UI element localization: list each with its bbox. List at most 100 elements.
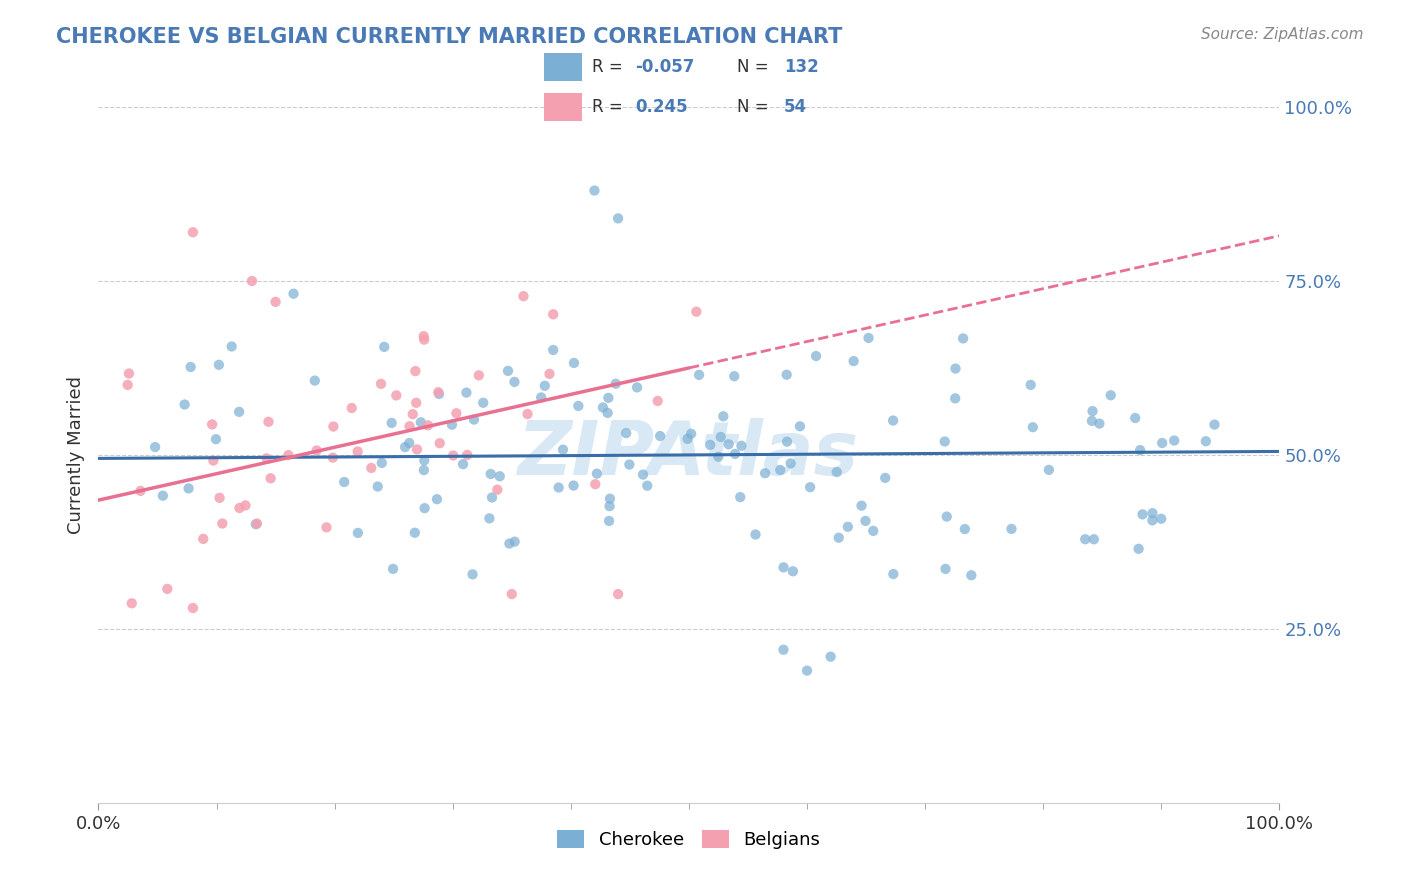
Point: [156, 582, 179, 596]
Point: [1163, 434, 1185, 448]
Point: [685, 304, 707, 318]
Point: [382, 562, 405, 576]
Point: [427, 385, 450, 400]
Point: [882, 413, 904, 427]
Point: [305, 443, 328, 458]
Point: [516, 407, 538, 421]
Point: [398, 436, 420, 450]
Point: [277, 448, 299, 462]
Point: [322, 419, 344, 434]
Point: [1088, 417, 1111, 431]
Text: Source: ZipAtlas.com: Source: ZipAtlas.com: [1201, 27, 1364, 42]
Point: [541, 307, 564, 321]
Point: [1000, 522, 1022, 536]
Point: [118, 367, 141, 381]
Point: [426, 492, 449, 507]
Point: [547, 481, 569, 495]
Point: [479, 467, 502, 481]
Point: [724, 447, 747, 461]
Point: [208, 491, 231, 505]
Point: [583, 184, 606, 198]
Point: [1142, 506, 1164, 520]
Point: [315, 520, 337, 534]
Point: [346, 444, 368, 458]
Y-axis label: Currently Married: Currently Married: [66, 376, 84, 534]
Point: [304, 374, 326, 388]
Point: [567, 399, 589, 413]
Point: [598, 514, 620, 528]
Text: 132: 132: [785, 58, 818, 76]
Point: [173, 397, 195, 411]
Point: [1204, 417, 1226, 432]
Point: [461, 567, 484, 582]
Point: [256, 451, 278, 466]
Point: [1074, 533, 1097, 547]
Point: [744, 527, 766, 541]
Point: [211, 516, 233, 531]
Point: [855, 514, 877, 528]
Point: [503, 534, 526, 549]
Point: [541, 343, 564, 357]
Point: [360, 461, 382, 475]
Point: [245, 517, 267, 532]
Point: [416, 418, 439, 433]
Point: [1099, 388, 1122, 402]
Point: [592, 401, 614, 415]
Point: [221, 339, 243, 353]
Point: [707, 450, 730, 464]
Point: [427, 387, 450, 401]
Point: [181, 225, 204, 239]
Point: [960, 568, 983, 582]
Point: [882, 567, 904, 582]
Point: [451, 457, 474, 471]
Point: [264, 294, 287, 309]
Point: [583, 477, 606, 491]
Point: [688, 368, 710, 382]
Point: [619, 458, 641, 472]
Point: [385, 388, 408, 402]
Point: [201, 417, 224, 432]
Point: [772, 560, 794, 574]
Point: [804, 349, 827, 363]
Point: [486, 483, 509, 497]
Point: [394, 440, 416, 454]
Point: [406, 442, 429, 457]
Point: [875, 471, 897, 485]
Point: [503, 375, 526, 389]
Point: [180, 359, 202, 374]
Point: [1150, 512, 1173, 526]
Point: [208, 358, 231, 372]
Point: [413, 501, 436, 516]
Point: [202, 453, 225, 467]
Point: [851, 499, 873, 513]
Point: [373, 340, 395, 354]
Point: [441, 449, 464, 463]
Point: [1123, 411, 1146, 425]
Point: [799, 480, 821, 494]
Point: [381, 416, 404, 430]
Point: [404, 364, 426, 378]
Point: [440, 417, 463, 432]
Point: [456, 385, 478, 400]
Point: [607, 211, 630, 226]
Point: [596, 406, 619, 420]
Point: [776, 368, 799, 382]
Text: R =: R =: [592, 58, 627, 76]
Point: [1195, 434, 1218, 449]
Point: [371, 456, 394, 470]
Point: [776, 434, 799, 449]
Point: [246, 516, 269, 531]
Point: [333, 475, 356, 489]
Point: [370, 376, 392, 391]
Point: [631, 467, 654, 482]
Point: [402, 407, 425, 421]
Text: N =: N =: [737, 98, 773, 116]
Point: [1022, 420, 1045, 434]
Point: [413, 453, 436, 467]
Point: [1019, 377, 1042, 392]
Point: [711, 409, 734, 424]
Point: [1152, 436, 1174, 450]
Point: [562, 478, 585, 492]
Point: [235, 499, 257, 513]
Point: [772, 642, 794, 657]
